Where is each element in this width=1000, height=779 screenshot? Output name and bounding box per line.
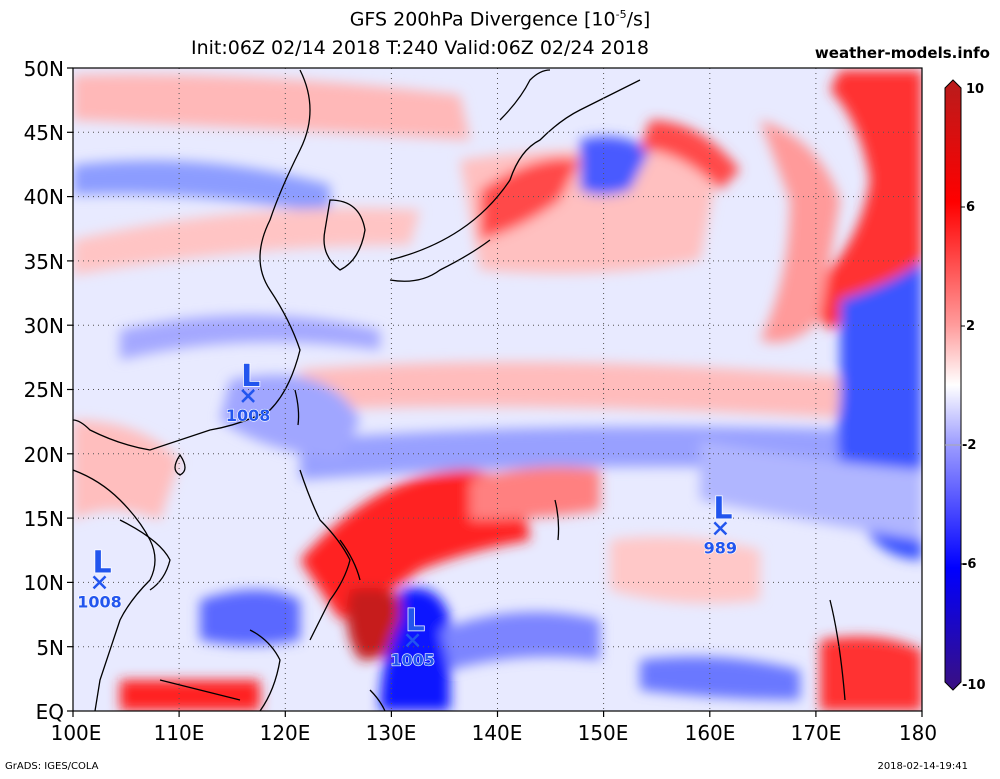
low-marker: L 989 <box>703 491 738 558</box>
colorbar-label-2: 2 <box>966 319 975 334</box>
lat-label-45n: 45N <box>24 121 64 145</box>
low-letter: L <box>241 359 260 394</box>
colorbar-scale <box>944 79 962 691</box>
low-center-mark <box>241 389 255 403</box>
lat-label-15n: 15N <box>24 507 64 531</box>
axis-ticks <box>67 67 923 717</box>
lat-label-30n: 30N <box>24 314 64 338</box>
lat-label-35n: 35N <box>24 250 64 274</box>
colorbar-label-neg10: -10 <box>962 678 986 693</box>
lon-label-160e: 160E <box>685 721 736 745</box>
low-marker: L 1005 <box>390 603 436 670</box>
low-marker: L 1008 <box>225 358 271 425</box>
low-pressure-value: 1008 <box>226 406 271 425</box>
colorbar: 10 6 2 -2 -6 -10 <box>944 79 986 693</box>
low-letter: L <box>93 545 112 580</box>
low-pressure-value: 989 <box>704 538 737 557</box>
lon-label-120e: 120E <box>260 721 311 745</box>
lon-label-180: 180 <box>899 721 937 745</box>
lat-label-50n: 50N <box>24 57 64 81</box>
divergence-field <box>73 68 922 711</box>
lat-label-40n: 40N <box>24 185 64 209</box>
low-center-mark <box>405 633 420 648</box>
low-letter: L <box>406 603 425 638</box>
map-subtitle: Init:06Z 02/14 2018 T:240 Valid:06Z 02/2… <box>191 37 649 59</box>
low-center-mark <box>713 521 728 536</box>
lat-label-25n: 25N <box>24 378 64 402</box>
colorbar-label-6: 6 <box>966 200 975 215</box>
lat-label-5n: 5N <box>36 636 64 660</box>
lon-label-100e: 100E <box>51 721 102 745</box>
lon-label-130e: 130E <box>366 721 417 745</box>
lat-label-20n: 20N <box>24 443 64 467</box>
lon-label-110e: 110E <box>154 721 205 745</box>
colorbar-label-10: 10 <box>966 82 984 97</box>
low-marker: L 1008 <box>77 545 123 612</box>
lon-label-170e: 170E <box>791 721 842 745</box>
lat-labels: 50N 45N 40N 35N 30N 25N 20N 15N 10N 5N E… <box>24 57 64 724</box>
gridlines <box>73 68 922 711</box>
lon-label-140e: 140E <box>472 721 523 745</box>
lon-labels: 100E 110E 120E 130E 140E 150E 160E 170E … <box>51 721 938 745</box>
lon-label-150e: 150E <box>578 721 629 745</box>
low-pressure-value: 1008 <box>77 592 122 611</box>
footer-timestamp: 2018-02-14-19:41 <box>877 761 968 772</box>
footer-credit: GrADS: IGES/COLA <box>5 761 99 772</box>
low-center-mark <box>92 575 107 590</box>
site-label: weather-models.info <box>814 44 990 62</box>
lat-label-eq: EQ <box>36 700 64 724</box>
colorbar-label-neg6: -6 <box>962 557 976 572</box>
colorbar-labels: 10 6 2 -2 -6 -10 <box>962 82 986 693</box>
lat-label-10n: 10N <box>24 571 64 595</box>
low-pressure-value: 1005 <box>390 650 435 669</box>
map-figure: 50N 45N 40N 35N 30N 25N 20N 15N 10N 5N E… <box>24 57 986 745</box>
coastlines <box>73 69 846 711</box>
colorbar-label-neg2: -2 <box>962 438 976 453</box>
low-pressure-markers: L 1008 L 1008 L 1005 L 989 <box>77 358 738 670</box>
map-title: GFS 200hPa Divergence [10-5/s] <box>349 8 651 31</box>
low-letter: L <box>713 491 732 526</box>
